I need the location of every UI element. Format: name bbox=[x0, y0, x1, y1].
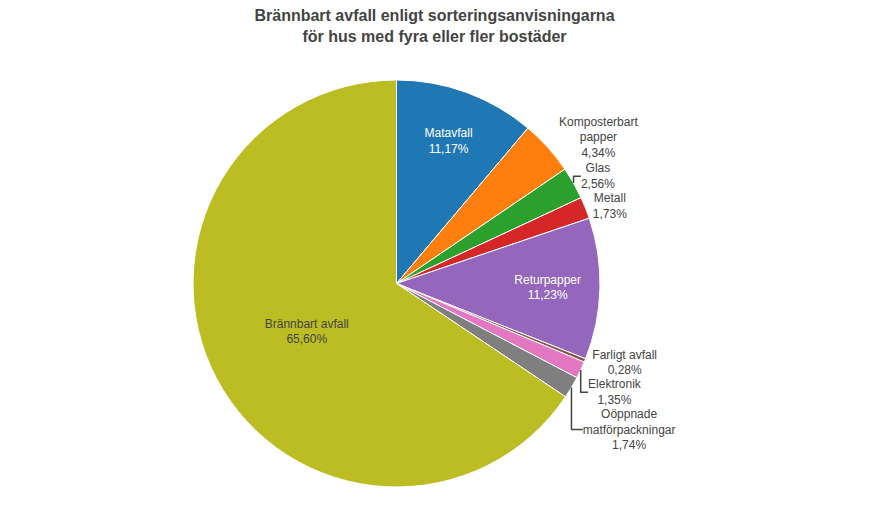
svg-text:Brännbart avfall enligt sorter: Brännbart avfall enligt sorteringsanvisn… bbox=[254, 7, 614, 45]
svg-text:Brännbart avfall65,60%: Brännbart avfall65,60% bbox=[265, 317, 349, 347]
svg-text:Metall1,73%: Metall1,73% bbox=[593, 191, 627, 221]
svg-text:Farligt avfall0,28%: Farligt avfall0,28% bbox=[592, 348, 657, 378]
svg-text:Komposterbartpapper4,34%: Komposterbartpapper4,34% bbox=[559, 115, 638, 160]
svg-text:Returpapper11,23%: Returpapper11,23% bbox=[514, 273, 581, 303]
svg-text:Elektronik1,35%: Elektronik1,35% bbox=[588, 377, 642, 407]
svg-text:Matavfall11,17%: Matavfall11,17% bbox=[425, 126, 473, 156]
svg-text:Glas2,56%: Glas2,56% bbox=[581, 161, 615, 191]
svg-text:Oöppnadematförpackningar1,74%: Oöppnadematförpackningar1,74% bbox=[583, 407, 676, 452]
